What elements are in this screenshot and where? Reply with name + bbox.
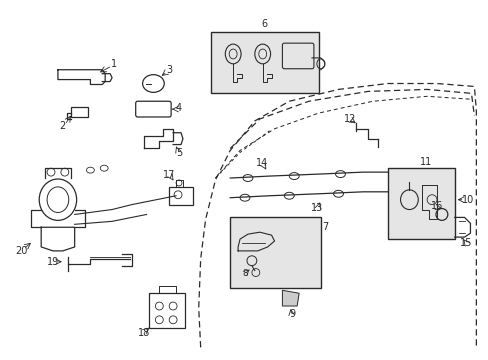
Text: 9: 9 (288, 309, 295, 319)
Text: 13: 13 (310, 203, 323, 212)
Bar (71, 107, 88, 117)
Text: 17: 17 (163, 170, 175, 180)
Text: 10: 10 (462, 195, 474, 205)
Text: 4: 4 (176, 103, 182, 113)
Text: 8: 8 (242, 269, 247, 278)
Text: 16: 16 (430, 201, 442, 211)
Text: 5: 5 (176, 148, 182, 158)
Text: 1: 1 (111, 59, 117, 69)
Text: 2: 2 (60, 121, 66, 131)
Text: 18: 18 (137, 328, 149, 338)
Polygon shape (282, 290, 299, 306)
FancyBboxPatch shape (387, 168, 454, 239)
Text: 6: 6 (261, 19, 267, 30)
Text: 12: 12 (344, 114, 356, 124)
Text: 19: 19 (47, 257, 59, 267)
FancyBboxPatch shape (230, 217, 320, 288)
Text: 11: 11 (419, 157, 431, 167)
Text: 14: 14 (255, 158, 267, 168)
FancyBboxPatch shape (210, 32, 318, 93)
Bar (149, 293, 184, 328)
Text: 15: 15 (459, 238, 472, 248)
Text: 7: 7 (322, 222, 328, 232)
Bar (169, 187, 192, 204)
Text: 20: 20 (15, 246, 28, 256)
Text: 3: 3 (166, 65, 172, 75)
